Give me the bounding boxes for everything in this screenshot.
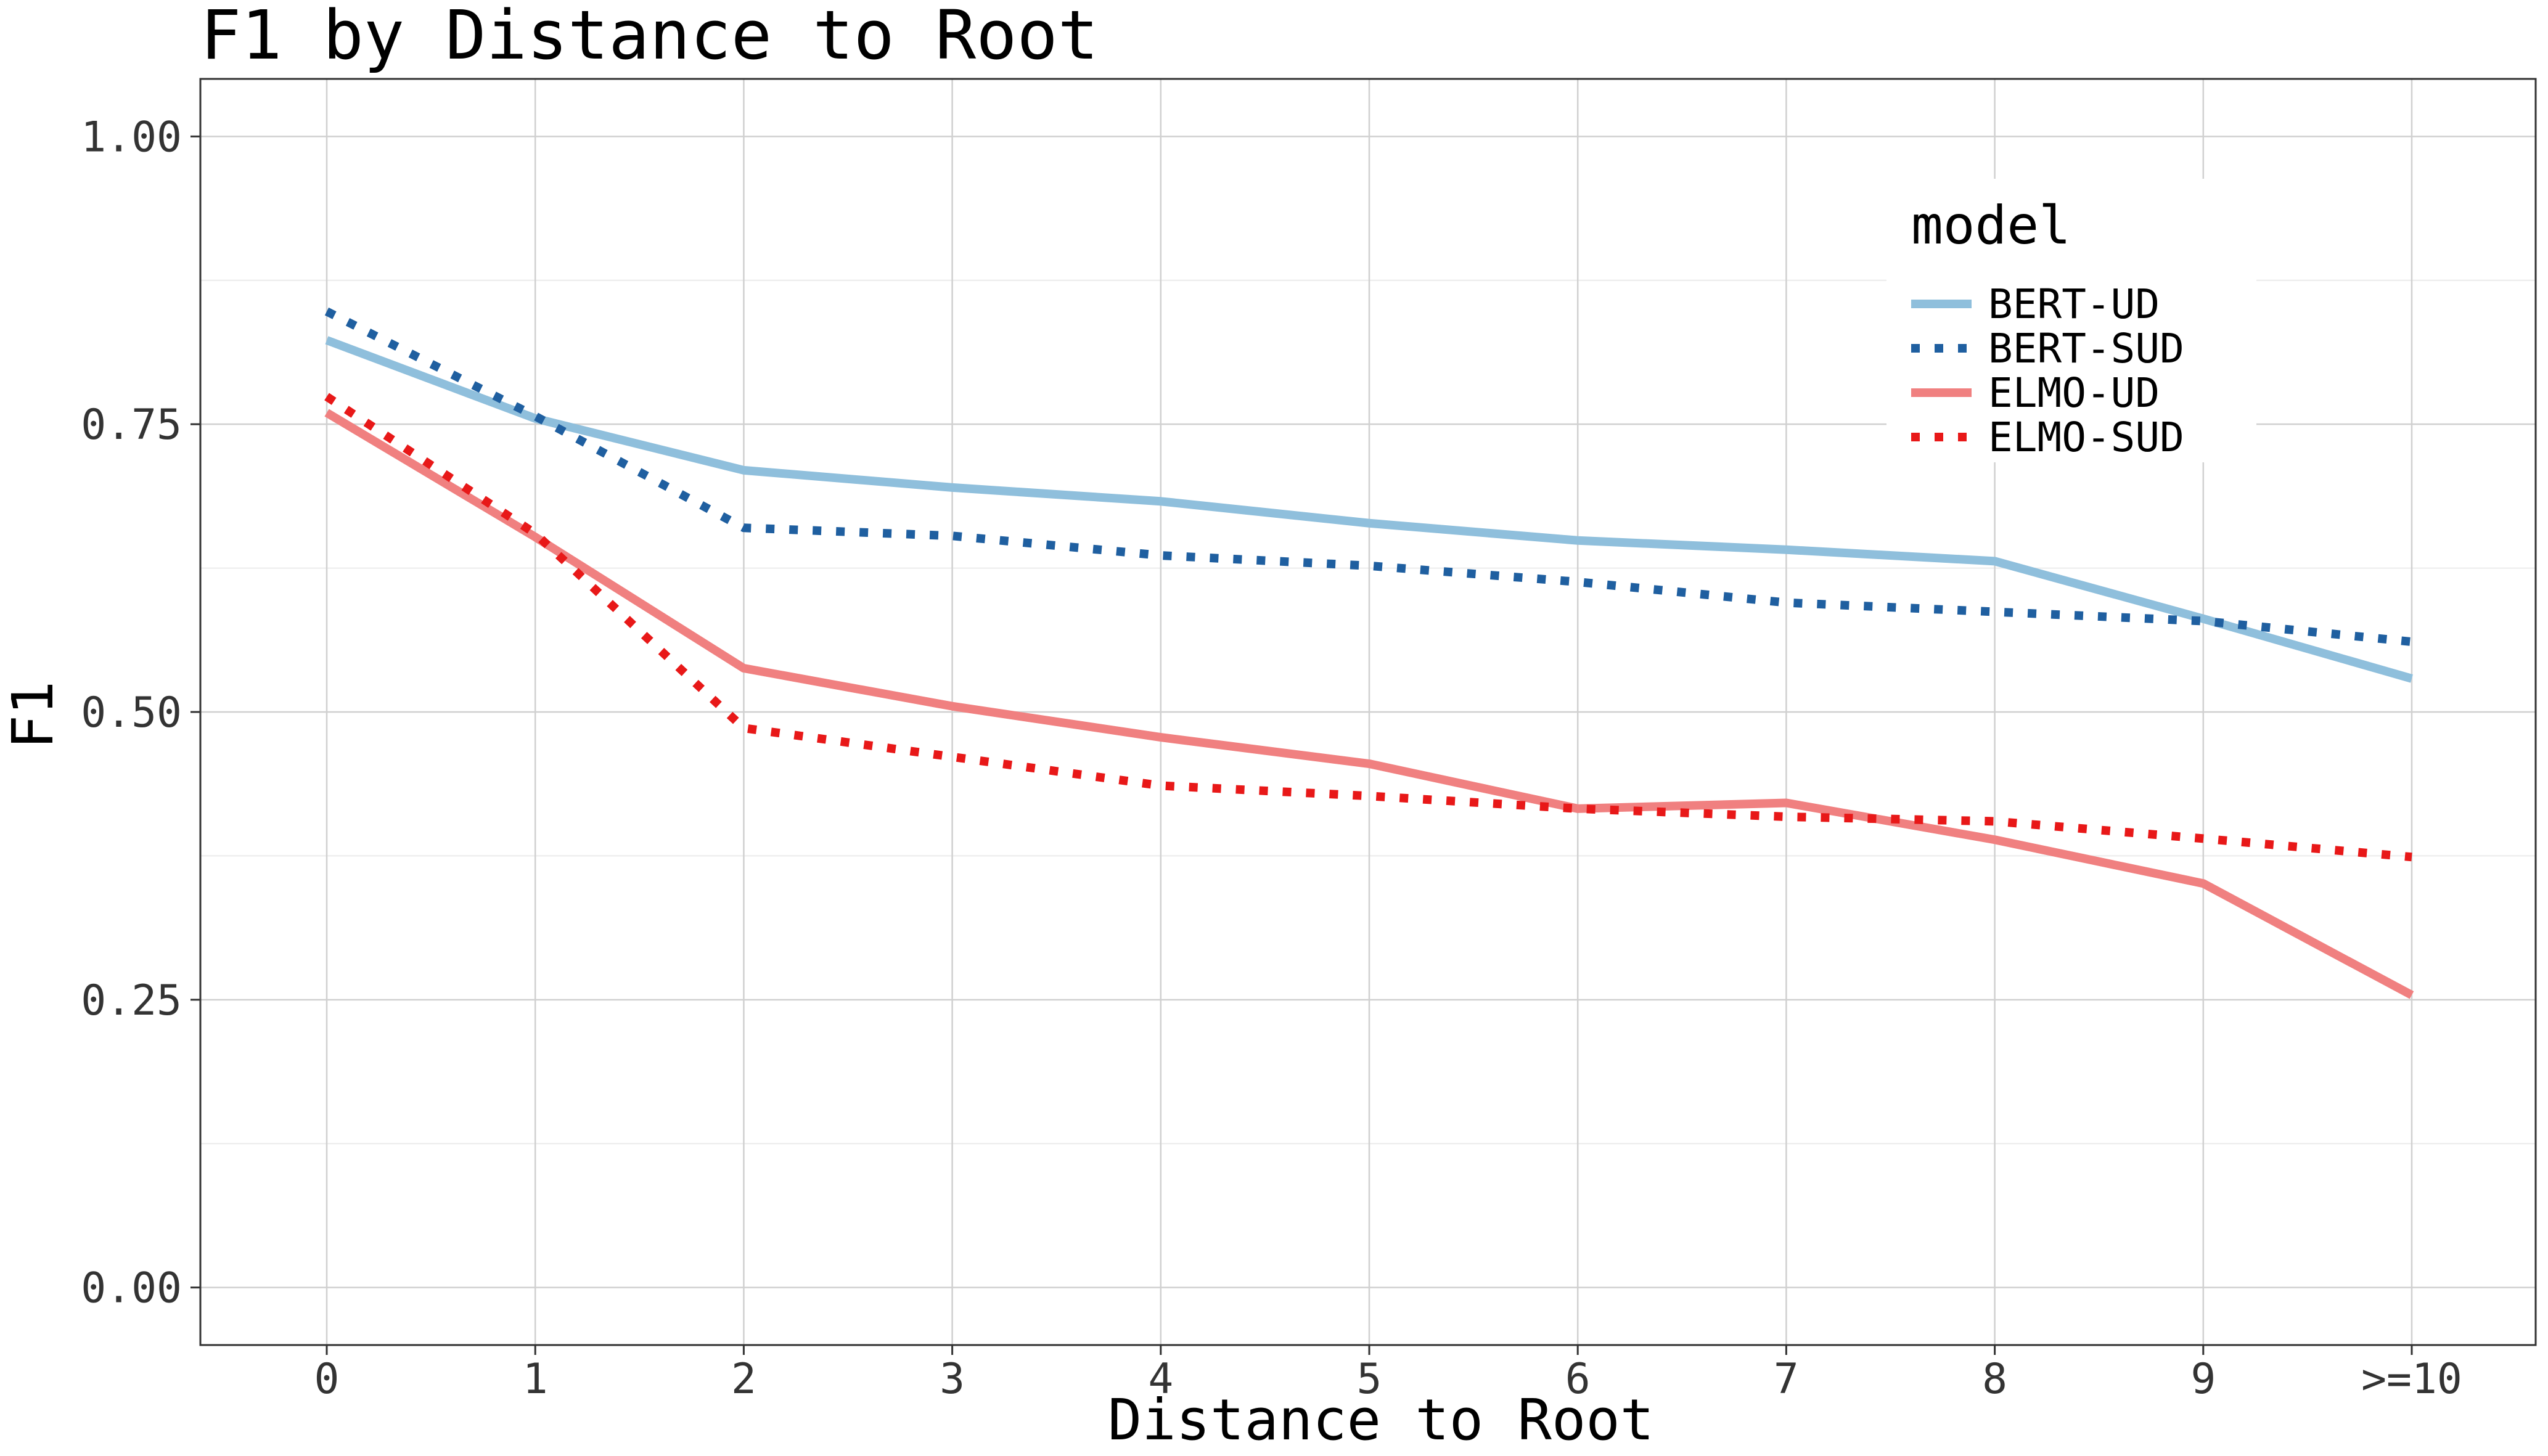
x-tick-label: 4 [1148,1355,1173,1404]
x-tick-label: 5 [1357,1355,1382,1404]
series-layer [324,307,2414,999]
legend-label-bert-ud: BERT-UD [1988,280,2160,328]
y-axis-title: F1 [0,681,66,750]
x-tick-label: 1 [523,1355,548,1404]
y-tick-label: 0.75 [81,401,182,449]
y-tick-label: 1.00 [81,113,182,162]
x-tick-label: 0 [314,1355,340,1404]
legend-title: model [1911,195,2071,256]
series-line-bert-ud [325,336,2413,683]
chart-title: F1 by Distance to Root [200,0,1099,75]
x-axis-ticks: 0 1 2 3 4 5 6 7 8 9 >=10 [314,1345,2462,1404]
x-tick-label: 6 [1565,1355,1591,1404]
x-tick-label: >=10 [2361,1355,2462,1404]
x-tick-label: 9 [2190,1355,2216,1404]
x-tick-label: 2 [731,1355,756,1404]
y-tick-label: 0.25 [81,976,182,1025]
x-axis-title: Distance to Root [1108,1387,1654,1453]
legend-background [1886,179,2256,462]
x-tick-label: 7 [1774,1355,1799,1404]
y-axis-ticks: 0.00 0.25 0.50 0.75 1.00 [81,113,200,1313]
x-tick-label: 8 [1982,1355,2007,1404]
series-line-elmo-ud [324,409,2414,999]
legend-label-elmo-sud: ELMO-SUD [1988,414,2184,461]
x-tick-label: 3 [940,1355,965,1404]
legend-label-bert-sud: BERT-SUD [1988,325,2184,372]
y-tick-label: 0.50 [81,689,182,737]
y-tick-label: 0.00 [81,1264,182,1313]
legend-label-elmo-ud: ELMO-UD [1988,369,2160,417]
